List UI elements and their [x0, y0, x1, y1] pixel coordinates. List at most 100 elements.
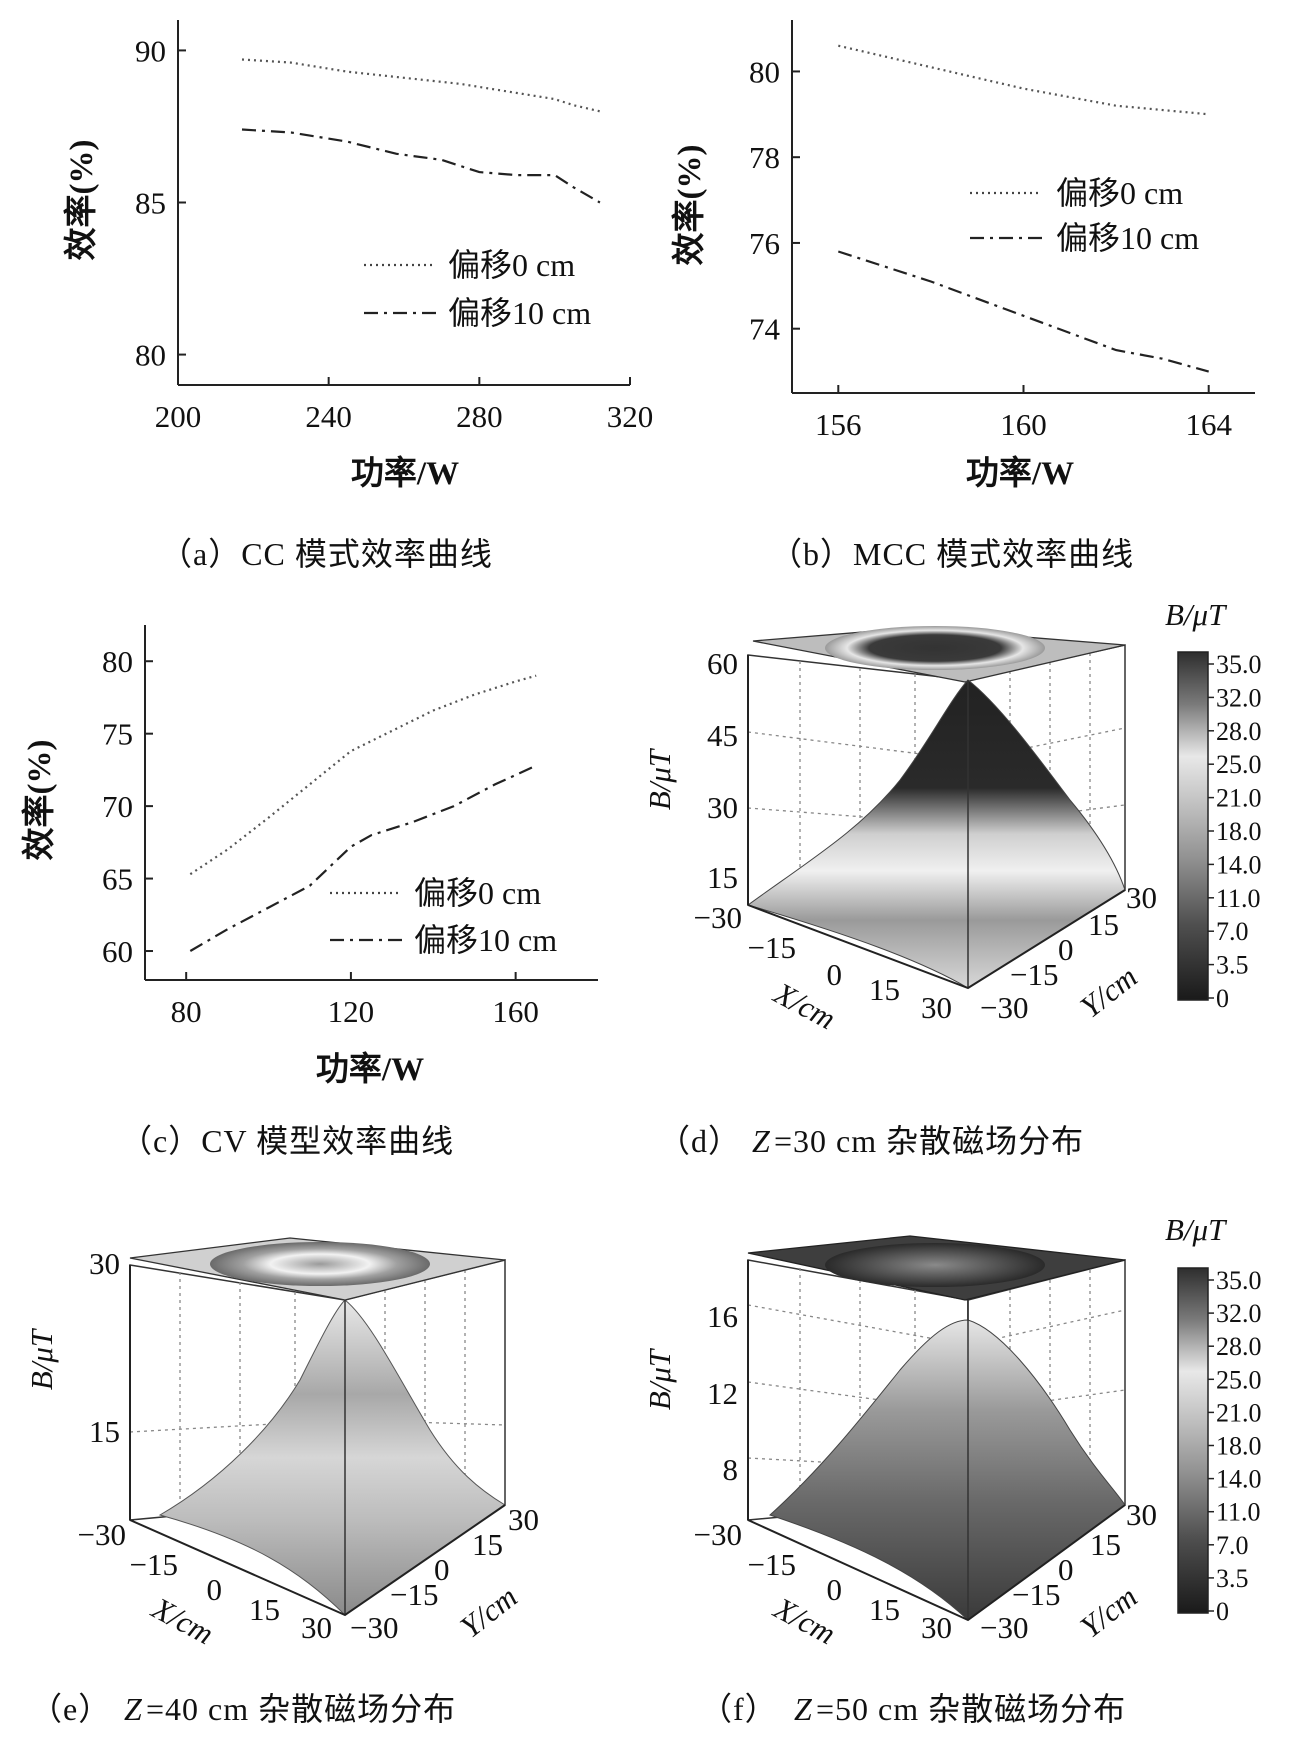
chart-e-top-contour: [210, 1242, 430, 1286]
caption-d-z: Z: [752, 1123, 771, 1159]
chart-b: 156 160 164 74 76 78 80 功率/W 效率(%) 偏移0 cm 偏移1…: [671, 20, 1255, 572]
chart-f-ytick: 30: [1126, 1497, 1157, 1532]
chart-f-colorbar-label: 7.0: [1216, 1531, 1249, 1560]
chart-a-ytick-label: 85: [135, 186, 166, 221]
chart-b-series-1-line: [837, 250, 1209, 373]
caption-d-text: =30 cm 杂散磁场分布: [774, 1123, 1084, 1159]
chart-c-series-1-line: [189, 764, 537, 952]
caption-f-text: =50 cm 杂散磁场分布: [816, 1691, 1126, 1727]
caption-c: （c）CV 模型效率曲线: [120, 1123, 454, 1159]
chart-d-xtick: 0: [827, 957, 843, 992]
chart-b-xlabel: 功率/W: [966, 455, 1074, 492]
chart-d-xtick: 15: [869, 972, 900, 1007]
chart-d-xtick: −30: [694, 900, 742, 935]
chart-f-ytick: −15: [1012, 1577, 1060, 1612]
chart-f-ztick: 16: [707, 1299, 738, 1334]
chart-b-ytick-label: 74: [749, 312, 781, 347]
chart-b-series-0-line: [838, 44, 1209, 116]
chart-f-colorbar-label: 3.5: [1216, 1564, 1249, 1593]
caption-b: （b）MCC 模式效率曲线: [770, 536, 1134, 572]
chart-c-ytick-label: 80: [102, 644, 133, 679]
chart-d-xtick: 30: [921, 990, 952, 1025]
chart-e-ytick: 15: [472, 1527, 503, 1562]
chart-a-xtick-label: 320: [607, 399, 654, 434]
chart-f-colorbar-label: 11.0: [1216, 1498, 1261, 1527]
chart-a-xtick-label: 240: [305, 399, 352, 434]
chart-e-ytick: −30: [350, 1610, 398, 1645]
chart-b-xtick-label: 156: [815, 407, 862, 442]
chart-f-ztick: 8: [723, 1452, 739, 1487]
chart-d-colorbar-label: 11.0: [1216, 884, 1261, 913]
legend-a-label-1: 偏移10 cm: [448, 295, 591, 331]
chart-d-surface-mesh: [746, 679, 1126, 989]
chart-d-colorbar-label: 25.0: [1216, 750, 1262, 779]
chart-c-ytick-label: 75: [102, 717, 133, 752]
chart-c-xlabel: 功率/W: [316, 1051, 424, 1088]
chart-a: 200 240 280 320 80 85 90 功率/W 效率(%) 偏移0 cm 偏移…: [63, 20, 653, 572]
chart-e-xtick: 30: [301, 1610, 332, 1645]
chart-d-colorbar-label: 0: [1216, 984, 1229, 1013]
chart-f-top-contour: [825, 1243, 1045, 1287]
legend-c-label-1: 偏移10 cm: [414, 922, 557, 958]
chart-d-colorbar-label: 18.0: [1216, 817, 1262, 846]
chart-c-xtick-label: 120: [328, 994, 375, 1029]
chart-e-surface: 30 15 B/μT −30 −15 0 15 30 X/cm −30 −15 …: [24, 1237, 539, 1727]
chart-d-ytick: 0: [1058, 932, 1074, 967]
chart-c-ytick-label: 60: [102, 934, 133, 969]
chart-f-colorbar-label: 25.0: [1216, 1365, 1262, 1394]
chart-d-ztick: 15: [707, 860, 738, 895]
chart-f-colorbar-label: 18.0: [1216, 1432, 1262, 1461]
chart-d-colorbar-title: B/μT: [1165, 597, 1228, 632]
chart-c-ylabel: 效率(%): [21, 740, 58, 861]
chart-e-base-frame: [129, 1504, 506, 1617]
chart-b-ytick-label: 80: [749, 54, 780, 89]
chart-d-colorbar-label: 21.0: [1216, 784, 1262, 813]
chart-b-ytick-label: 78: [749, 140, 780, 175]
chart-d-ytick: −30: [980, 990, 1028, 1025]
chart-f-xtick: 15: [869, 1592, 900, 1627]
chart-d-colorbar-label: 28.0: [1216, 717, 1262, 746]
chart-a-series-1-line: [241, 128, 601, 204]
legend-b-label-1: 偏移10 cm: [1056, 220, 1199, 256]
chart-e-surface-mesh: [158, 1299, 506, 1616]
chart-d-colorbar: [1177, 651, 1209, 1001]
chart-a-xlabel: 功率/W: [351, 455, 459, 492]
chart-f-colorbar-title: B/μT: [1165, 1212, 1228, 1247]
chart-d-ztick: 30: [707, 790, 738, 825]
caption-f-prefix: （f）: [700, 1691, 778, 1727]
chart-a-ytick-label: 90: [135, 33, 166, 68]
caption-e-prefix: （e）: [30, 1691, 111, 1727]
chart-a-series-0-line: [241, 58, 601, 113]
chart-a-xtick-label: 200: [155, 399, 202, 434]
chart-f-colorbar-label: 14.0: [1216, 1465, 1262, 1494]
chart-e-xtick: 0: [207, 1572, 223, 1607]
chart-f-ytick: 0: [1058, 1552, 1074, 1587]
chart-a-ytick-label: 80: [135, 338, 166, 373]
chart-f-surface: 16 12 8 B/μT −30 −15 0 15 30 X/cm −30 −1…: [642, 1212, 1262, 1727]
chart-d-ytick: −15: [1010, 957, 1058, 992]
chart-f-colorbar: [1177, 1267, 1209, 1614]
chart-c-ytick-label: 70: [102, 789, 133, 824]
chart-f-xtick: 30: [921, 1610, 952, 1645]
chart-d-colorbar-label: 3.5: [1216, 951, 1249, 980]
chart-d-colorbar-label: 32.0: [1216, 683, 1262, 712]
chart-d-base-frame: [747, 889, 1126, 990]
chart-c: 80 120 160 60 65 70 75 80 功率/W 效率(%) 偏移0 cm 偏移…: [21, 625, 598, 1159]
chart-e-xtick: −30: [78, 1517, 126, 1552]
chart-a-legend: 偏移0 cm 偏移10 cm: [364, 247, 591, 331]
legend-a-label-0: 偏移0 cm: [448, 247, 575, 283]
chart-d-colorbar-label: 14.0: [1216, 850, 1262, 879]
legend-b-label-0: 偏移0 cm: [1056, 175, 1183, 211]
chart-d-surface: 60 45 30 15 B/μT −30 −15 0 15 30 X/cm −3…: [642, 597, 1262, 1159]
chart-f-colorbar-label: 32.0: [1216, 1299, 1262, 1328]
chart-f-ztick: 12: [707, 1376, 738, 1411]
chart-c-legend: 偏移0 cm 偏移10 cm: [330, 875, 557, 958]
chart-c-xtick-label: 80: [171, 994, 202, 1029]
caption-e-z: Z: [124, 1691, 143, 1727]
chart-e-ylabel: Y/cm: [453, 1579, 523, 1645]
chart-a-ylabel: 效率(%): [63, 140, 100, 261]
chart-f-xtick: 0: [827, 1572, 843, 1607]
chart-f-colorbar-label: 35.0: [1216, 1266, 1262, 1295]
caption-f-z: Z: [794, 1691, 813, 1727]
chart-f-xtick: −30: [694, 1517, 742, 1552]
